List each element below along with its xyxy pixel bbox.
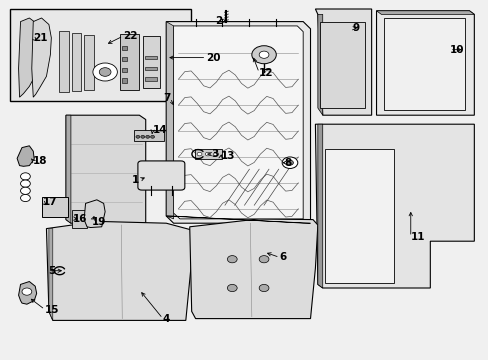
Circle shape bbox=[213, 152, 218, 156]
Bar bbox=[72, 33, 81, 91]
Polygon shape bbox=[84, 200, 105, 228]
Circle shape bbox=[227, 284, 237, 292]
Text: 10: 10 bbox=[449, 45, 464, 55]
Bar bbox=[383, 18, 464, 110]
Circle shape bbox=[251, 46, 276, 64]
Polygon shape bbox=[66, 115, 71, 223]
Bar bbox=[134, 130, 163, 141]
Polygon shape bbox=[166, 22, 173, 219]
Text: 15: 15 bbox=[45, 305, 60, 315]
Circle shape bbox=[286, 160, 293, 165]
Polygon shape bbox=[19, 282, 37, 304]
Text: 5: 5 bbox=[48, 266, 55, 276]
Circle shape bbox=[259, 51, 268, 58]
Text: 2: 2 bbox=[215, 15, 222, 26]
Bar bbox=[120, 34, 139, 90]
Text: 1: 1 bbox=[132, 175, 139, 185]
Polygon shape bbox=[49, 229, 53, 320]
Text: 9: 9 bbox=[351, 23, 359, 33]
Circle shape bbox=[99, 68, 111, 76]
Bar bbox=[10, 9, 190, 101]
Bar bbox=[122, 68, 127, 72]
Text: 11: 11 bbox=[410, 232, 425, 242]
Circle shape bbox=[227, 256, 237, 263]
Bar bbox=[145, 67, 157, 70]
Text: 12: 12 bbox=[259, 68, 273, 78]
Text: 20: 20 bbox=[206, 53, 221, 63]
FancyBboxPatch shape bbox=[138, 161, 184, 190]
Circle shape bbox=[20, 173, 30, 180]
Circle shape bbox=[93, 63, 117, 81]
Polygon shape bbox=[315, 9, 371, 115]
Polygon shape bbox=[173, 26, 303, 219]
Circle shape bbox=[259, 256, 268, 263]
Bar bbox=[194, 149, 221, 159]
Bar bbox=[145, 56, 157, 59]
Text: 18: 18 bbox=[33, 156, 48, 166]
Text: 22: 22 bbox=[123, 31, 138, 41]
Text: 16: 16 bbox=[72, 213, 87, 224]
Text: 21: 21 bbox=[33, 33, 48, 43]
Text: 3: 3 bbox=[211, 149, 218, 159]
Bar bbox=[41, 197, 68, 217]
Bar bbox=[84, 35, 94, 90]
Bar bbox=[122, 57, 127, 61]
Text: 7: 7 bbox=[163, 93, 170, 103]
Polygon shape bbox=[19, 18, 40, 97]
Circle shape bbox=[141, 135, 144, 138]
Circle shape bbox=[20, 187, 30, 194]
Polygon shape bbox=[166, 22, 310, 223]
Circle shape bbox=[136, 135, 140, 138]
Bar bbox=[325, 149, 393, 283]
Text: 19: 19 bbox=[92, 217, 106, 227]
Circle shape bbox=[259, 284, 268, 292]
Bar bbox=[320, 22, 365, 108]
Polygon shape bbox=[189, 219, 317, 319]
Bar bbox=[122, 46, 127, 50]
Text: 17: 17 bbox=[43, 197, 58, 207]
Bar bbox=[59, 31, 69, 92]
Text: 6: 6 bbox=[279, 252, 286, 262]
Polygon shape bbox=[66, 115, 145, 223]
Polygon shape bbox=[166, 216, 310, 223]
Polygon shape bbox=[46, 221, 193, 320]
Circle shape bbox=[150, 135, 154, 138]
Circle shape bbox=[282, 157, 297, 168]
Text: 14: 14 bbox=[152, 125, 167, 135]
Circle shape bbox=[197, 152, 202, 156]
Text: 4: 4 bbox=[163, 314, 170, 324]
Polygon shape bbox=[17, 146, 34, 166]
Text: 13: 13 bbox=[221, 151, 235, 161]
Polygon shape bbox=[376, 11, 473, 14]
Polygon shape bbox=[376, 11, 473, 115]
Polygon shape bbox=[32, 18, 51, 97]
Text: 8: 8 bbox=[284, 158, 291, 168]
Polygon shape bbox=[315, 124, 473, 288]
Bar bbox=[122, 78, 127, 83]
Bar bbox=[145, 77, 157, 81]
Circle shape bbox=[205, 152, 210, 156]
Bar bbox=[72, 210, 87, 228]
Circle shape bbox=[20, 194, 30, 202]
Bar bbox=[142, 36, 160, 88]
Circle shape bbox=[22, 288, 32, 295]
Circle shape bbox=[20, 180, 30, 187]
Polygon shape bbox=[317, 14, 322, 115]
Circle shape bbox=[145, 135, 149, 138]
Polygon shape bbox=[317, 124, 322, 288]
